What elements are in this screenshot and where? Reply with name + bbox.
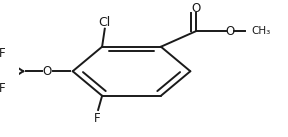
Text: CH₃: CH₃ [252, 26, 271, 36]
Text: F: F [0, 47, 5, 60]
Text: O: O [226, 25, 235, 38]
Text: Cl: Cl [99, 16, 111, 29]
Text: O: O [191, 2, 200, 15]
Text: F: F [93, 112, 100, 125]
Text: O: O [43, 65, 52, 78]
Text: F: F [0, 82, 5, 95]
